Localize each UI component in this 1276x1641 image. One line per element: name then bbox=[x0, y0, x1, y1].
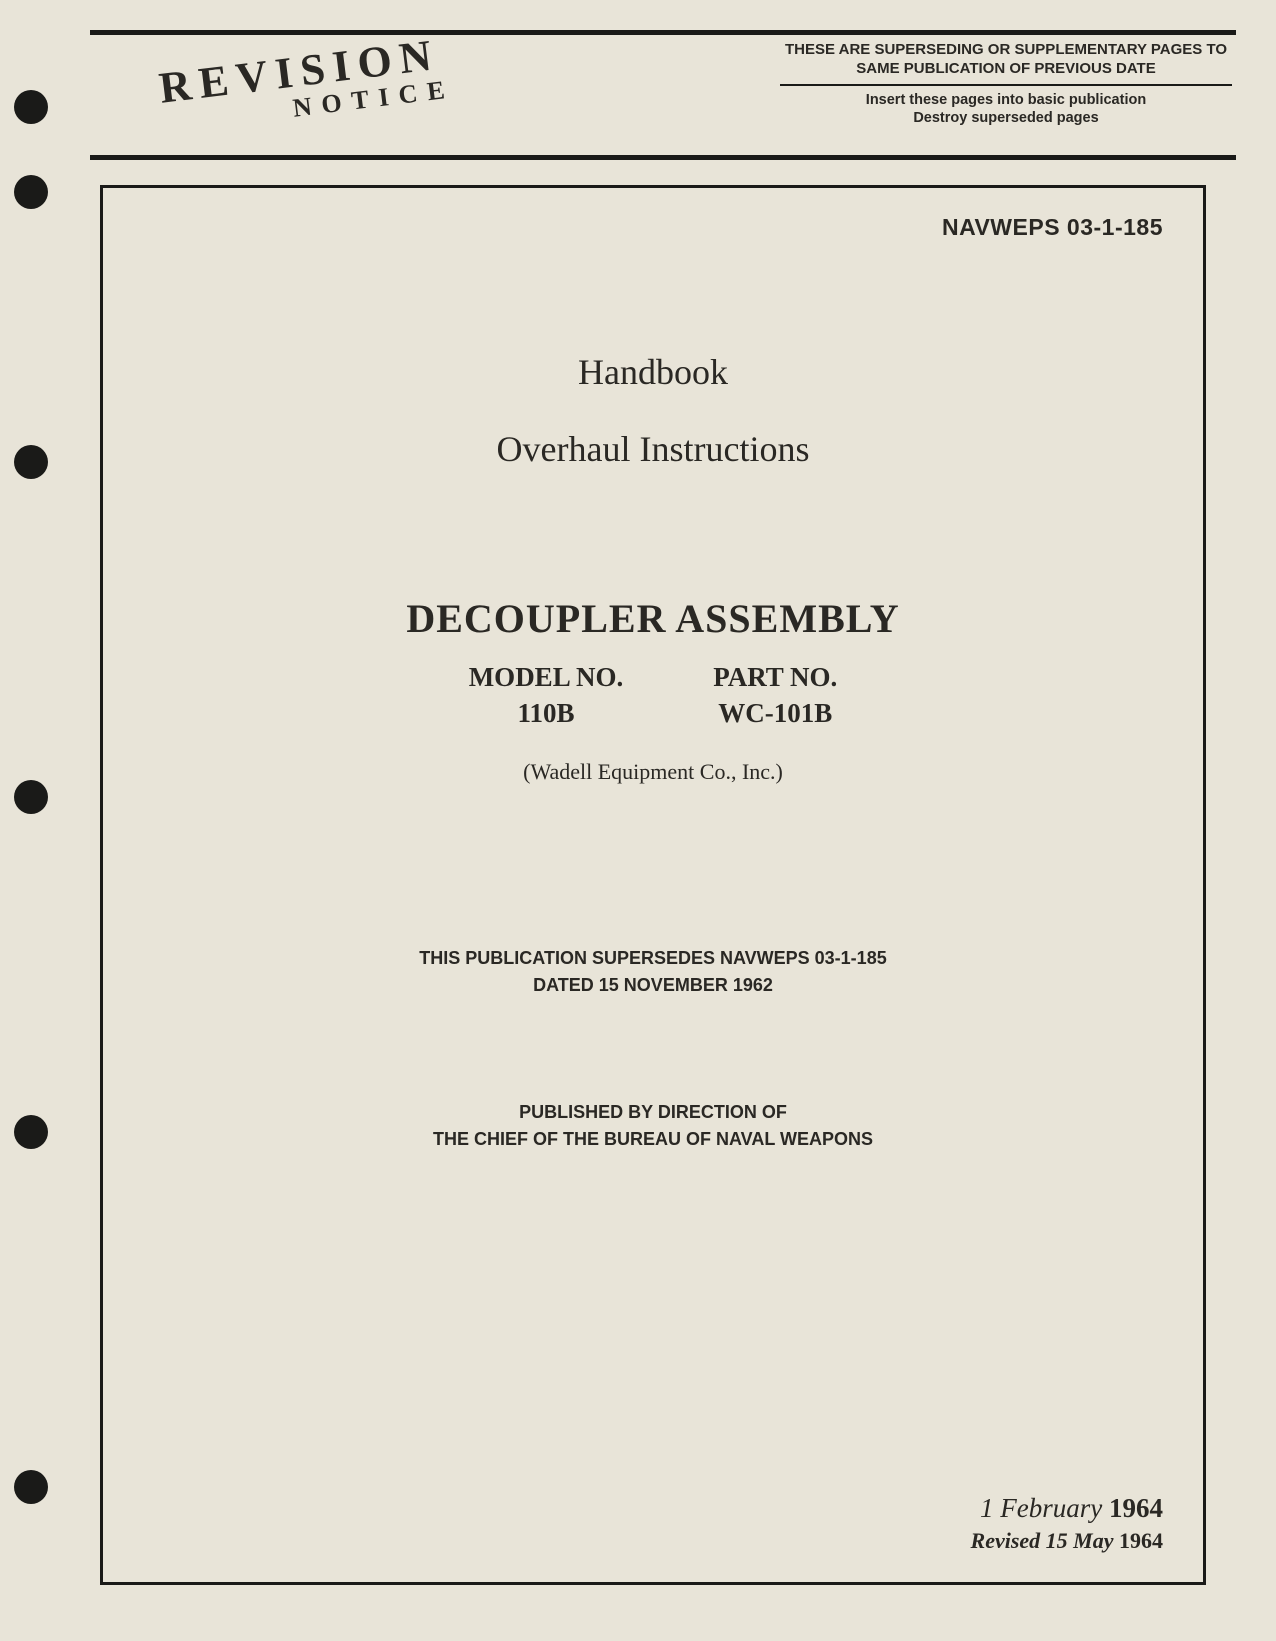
punch-hole bbox=[14, 1470, 48, 1504]
punch-hole bbox=[14, 90, 48, 124]
issue-year: 1964 bbox=[1109, 1493, 1163, 1523]
title-handbook: Handbook bbox=[143, 351, 1163, 393]
punch-hole bbox=[14, 175, 48, 209]
issue-date-prefix: 1 February bbox=[980, 1493, 1102, 1523]
insert-instruction: Insert these pages into basic publicatio… bbox=[780, 91, 1232, 127]
published-line-2: THE CHIEF OF THE BUREAU OF NAVAL WEAPONS bbox=[433, 1129, 873, 1149]
content-box: NAVWEPS 03-1-185 Handbook Overhaul Instr… bbox=[100, 185, 1206, 1585]
issue-date: 1 February 1964 bbox=[971, 1493, 1163, 1524]
revised-date: Revised 15 May 1964 bbox=[971, 1528, 1163, 1554]
model-value: 110B bbox=[469, 698, 624, 729]
title-overhaul: Overhaul Instructions bbox=[143, 428, 1163, 470]
part-column: PART NO. WC-101B bbox=[713, 662, 837, 729]
document-number: NAVWEPS 03-1-185 bbox=[143, 214, 1163, 241]
date-block: 1 February 1964 Revised 15 May 1964 bbox=[971, 1493, 1163, 1554]
insert-line-1: Insert these pages into basic publicatio… bbox=[866, 92, 1146, 108]
main-title: DECOUPLER ASSEMBLY bbox=[143, 595, 1163, 642]
header-bar: REVISION NOTICE THESE ARE SUPERSEDING OR… bbox=[90, 30, 1236, 160]
part-value: WC-101B bbox=[713, 698, 837, 729]
revised-year: 1964 bbox=[1119, 1528, 1163, 1553]
punch-hole bbox=[14, 445, 48, 479]
revision-notice-stamp: REVISION NOTICE bbox=[156, 27, 456, 139]
model-part-row: MODEL NO. 110B PART NO. WC-101B bbox=[143, 662, 1163, 729]
supersede-heading: THESE ARE SUPERSEDING OR SUPPLEMENTARY P… bbox=[780, 41, 1232, 86]
page: REVISION NOTICE THESE ARE SUPERSEDING OR… bbox=[90, 30, 1236, 1601]
model-label: MODEL NO. bbox=[469, 662, 624, 693]
header-right: THESE ARE SUPERSEDING OR SUPPLEMENTARY P… bbox=[776, 35, 1236, 133]
supersedes-line-2: DATED 15 NOVEMBER 1962 bbox=[533, 975, 773, 995]
insert-line-2: Destroy superseded pages bbox=[913, 110, 1098, 126]
part-label: PART NO. bbox=[713, 662, 837, 693]
published-line-1: PUBLISHED BY DIRECTION OF bbox=[519, 1102, 787, 1122]
punch-hole bbox=[14, 1115, 48, 1149]
model-column: MODEL NO. 110B bbox=[469, 662, 624, 729]
punch-hole bbox=[14, 780, 48, 814]
published-block: PUBLISHED BY DIRECTION OF THE CHIEF OF T… bbox=[143, 1099, 1163, 1153]
supersedes-block: THIS PUBLICATION SUPERSEDES NAVWEPS 03-1… bbox=[143, 945, 1163, 999]
revised-prefix: Revised 15 May bbox=[971, 1528, 1114, 1553]
manufacturer: (Wadell Equipment Co., Inc.) bbox=[143, 759, 1163, 785]
supersedes-line-1: THIS PUBLICATION SUPERSEDES NAVWEPS 03-1… bbox=[419, 948, 886, 968]
